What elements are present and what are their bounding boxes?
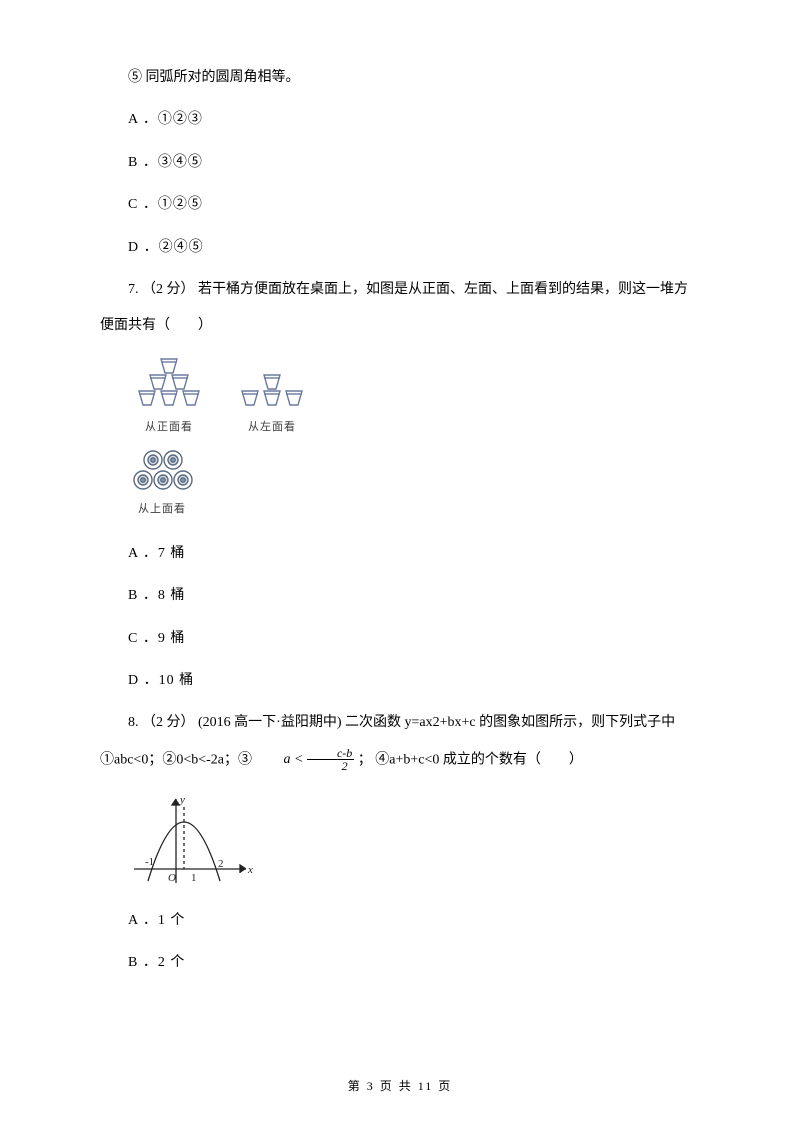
tick-1: 1 — [191, 872, 197, 884]
top-view-label: 从上面看 — [138, 495, 186, 524]
q8-formula: a < c-b 2 — [256, 742, 355, 778]
formula-lt: < — [294, 752, 303, 767]
page-footer: 第 3 页 共 11 页 — [0, 1071, 800, 1102]
statement-5: ⑤ 同弧所对的圆周角相等。 — [100, 60, 700, 96]
q7-option-c: C ．9 桶 — [100, 621, 700, 657]
top-view-svg — [128, 449, 206, 493]
origin-label: O — [168, 872, 176, 884]
left-view: 从左面看 — [236, 373, 308, 442]
q8-text-part2: ； ④a+b+c<0 成立的个数有（ ） — [358, 752, 583, 767]
q8-graph: -1 1 2 O x y — [128, 791, 700, 891]
top-view: 从上面看 — [128, 449, 700, 524]
x-label: x — [247, 864, 253, 876]
y-label: y — [179, 794, 185, 806]
q8-option-b: B ．2 个 — [100, 945, 700, 981]
q7-views-diagram: 从正面看 从左面看 — [128, 357, 700, 524]
tick-2: 2 — [218, 858, 224, 870]
q8-option-a: A ．1 个 — [100, 903, 700, 939]
q7-option-b: B ．8 桶 — [100, 578, 700, 614]
left-view-label: 从左面看 — [248, 413, 296, 442]
tick-neg1: -1 — [145, 856, 154, 868]
q6-option-b: B ．③④⑤ — [100, 145, 700, 181]
front-view-label: 从正面看 — [145, 413, 193, 442]
parabola-graph: -1 1 2 O x y — [128, 791, 258, 891]
question-7: 7. （2 分） 若干桶方便面放在桌面上，如图是从正面、左面、上面看到的结果，则… — [100, 272, 700, 345]
formula-den: 2 — [307, 760, 354, 772]
front-view-svg — [128, 357, 210, 411]
q6-option-c: C ．①②⑤ — [100, 187, 700, 223]
q7-option-d: D ．10 桶 — [100, 663, 700, 699]
formula-a: a — [284, 752, 291, 767]
q7-option-a: A ．7 桶 — [100, 536, 700, 572]
left-view-svg — [236, 373, 308, 411]
q6-option-a: A ．①②③ — [100, 102, 700, 138]
q6-option-d: D ．②④⑤ — [100, 230, 700, 266]
front-view: 从正面看 — [128, 357, 210, 442]
question-8: 8. （2 分） (2016 高一下·益阳期中) 二次函数 y=ax2+bx+c… — [100, 705, 700, 778]
